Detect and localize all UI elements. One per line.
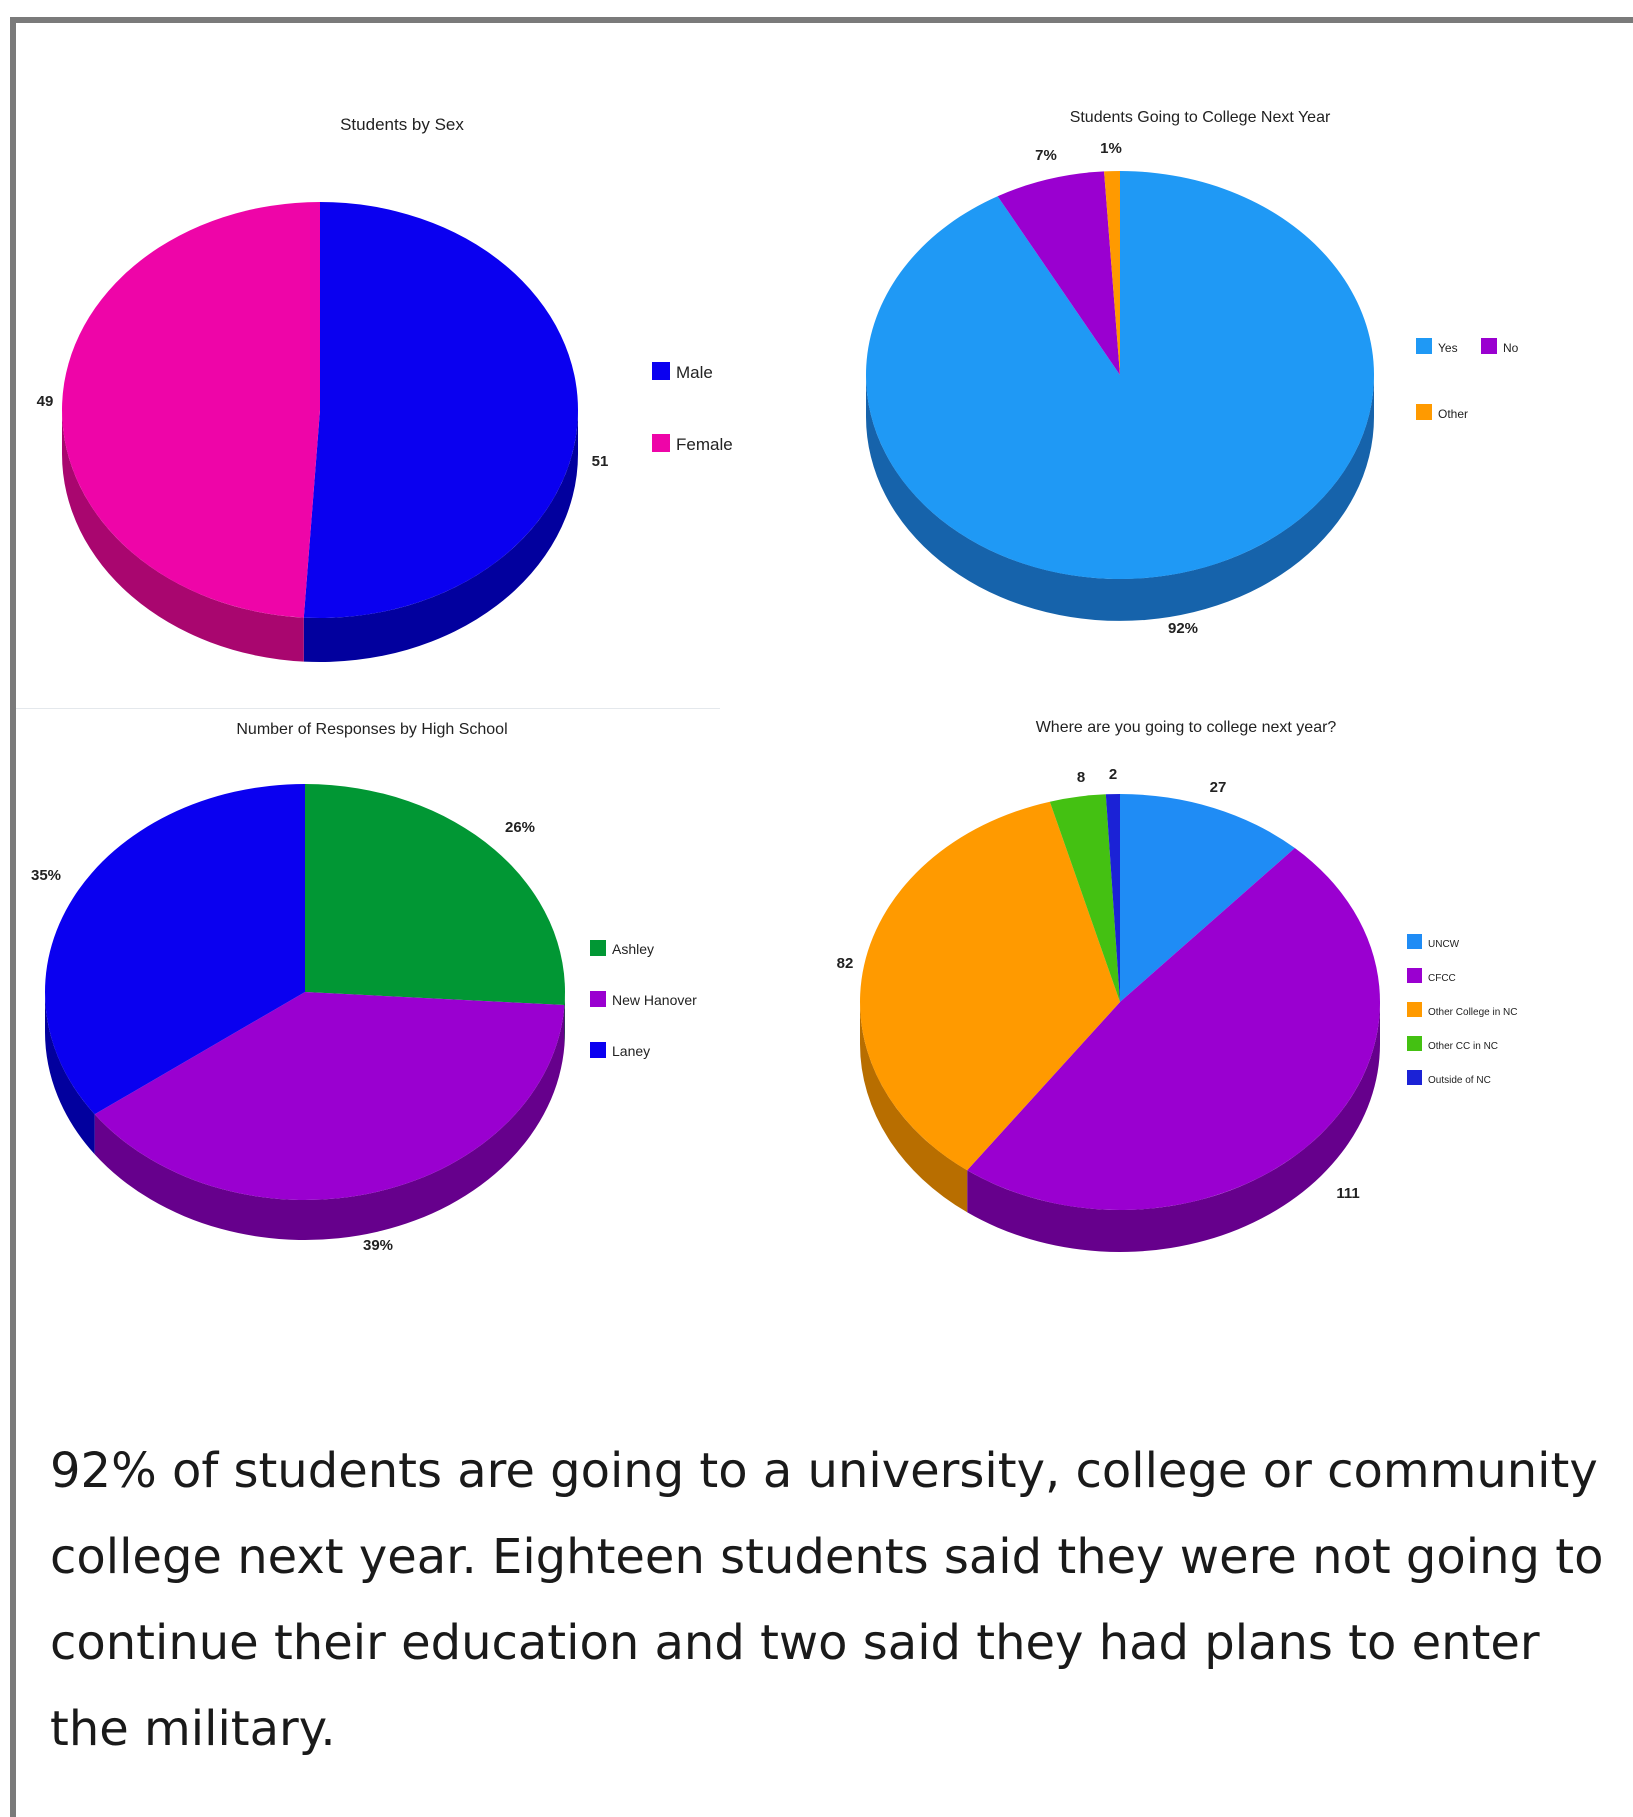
data-label-outside-of-nc: 2 [1109,766,1117,783]
chart-title: Where are you going to college next year… [1036,719,1337,736]
pie-slice-other-college-in-nc [859,801,1120,1171]
chart-legend: Male Female [652,362,733,454]
pie-side-new-hanover [94,1005,565,1240]
legend-swatch-other-cc-in-nc [1407,1036,1422,1051]
pie-side-laney [45,992,95,1155]
data-label-other-cc-in-nc: 8 [1077,769,1085,786]
pie-slice-uncw [1120,794,1295,1002]
pie-slice-outside-of-nc [1105,794,1120,1002]
pie-slice-laney [45,784,306,1115]
chart-legend: Yes No Other [1416,338,1519,421]
pie-slices [866,171,1374,579]
chart-where-going-to-college: Where are you going to college next year… [820,690,1620,1310]
chart-title: Students by Sex [340,115,464,134]
pie-sides [62,410,578,662]
chart-title: Number of Responses by High School [236,721,507,738]
data-label-new-hanover: 39% [363,1237,393,1254]
legend-swatch-cfcc [1407,968,1422,983]
legend-label-yes: Yes [1438,341,1458,355]
caption-line: college next year. Eighteen students sai… [50,1529,1604,1585]
data-label-other-college-in-nc: 82 [837,955,854,972]
summary-caption: 92% of students are going to a universit… [50,1428,1610,1772]
chart-svg: Where are you going to college next year… [837,719,1517,1252]
pie-sides [860,1002,1380,1252]
legend-swatch-female [652,434,670,452]
data-label-female: 49 [37,393,54,410]
pie-slice-cfcc [967,848,1381,1211]
frame-left-border [10,17,16,1817]
pie-slice-ashley [305,784,565,1006]
pie-slice-other-cc-in-nc [1049,794,1120,1002]
pie-side-other-college-in-nc [860,1002,968,1213]
legend-label-new-hanover: New Hanover [612,992,697,1008]
legend-label-other: Other [1438,407,1468,421]
legend-swatch-new-hanover [590,991,606,1007]
legend-swatch-other-college-in-nc [1407,1002,1422,1017]
pie-sides [45,992,565,1240]
data-label-other: 1% [1100,140,1122,157]
pie-side-cfcc [967,1002,1380,1252]
pie-side-female [62,410,304,662]
pie-slice-female [62,202,320,618]
chart-title: Students Going to College Next Year [1070,109,1331,126]
legend-swatch-laney [590,1042,606,1058]
legend-label-female: Female [676,435,733,454]
pie-slice-no [997,171,1120,375]
pie-side-male [303,410,578,662]
chart-going-to-college: Students Going to College Next Year 92% 7%… [820,80,1620,700]
data-label-uncw: 27 [1210,779,1227,796]
data-label-yes: 92% [1168,620,1198,637]
legend-swatch-yes [1416,338,1432,354]
legend-label-male: Male [676,363,713,382]
data-label-laney: 35% [31,867,61,884]
legend-swatch-uncw [1407,934,1422,949]
data-label-ashley: 26% [505,819,535,836]
pie-slices [859,794,1381,1211]
legend-label-cfcc: CFCC [1428,973,1456,984]
caption-line: the military. [50,1701,336,1757]
caption-line: 92% of students are going to a universit… [50,1443,1598,1499]
data-label-no: 7% [1035,147,1057,164]
pie-slices [62,202,579,618]
chart-responses-by-high-school: Number of Responses by High School 26% 39%… [0,690,800,1310]
chart-legend: Ashley New Hanover Laney [590,940,697,1059]
legend-swatch-male [652,362,670,380]
legend-swatch-no [1481,338,1497,354]
pie-slice-male [303,202,579,618]
pie-slices [45,784,565,1200]
chart-divider [16,708,720,709]
legend-label-ashley: Ashley [612,941,654,957]
legend-label-outside-of-nc: Outside of NC [1428,1075,1491,1086]
pie-slice-other [1104,171,1120,375]
legend-swatch-other [1416,404,1432,420]
pie-side-yes [866,375,1374,621]
pie-side-ashley [564,992,565,1046]
chart-legend: UNCW CFCC Other College in NC Other CC in N… [1407,934,1517,1086]
pie-sides [866,375,1374,621]
data-label-male: 51 [592,453,609,470]
chart-svg: Number of Responses by High School 26% 39%… [31,721,697,1254]
chart-svg: Students by Sex 51 49 Male Female [37,115,733,662]
legend-swatch-ashley [590,940,606,956]
legend-label-other-cc-in-nc: Other CC in NC [1428,1041,1498,1052]
legend-swatch-outside-of-nc [1407,1070,1422,1085]
legend-label-other-college-in-nc: Other College in NC [1428,1007,1517,1018]
legend-label-uncw: UNCW [1428,939,1460,950]
pie-slice-new-hanover [94,992,565,1200]
chart-students-by-sex: Students by Sex 51 49 Male Female [0,80,800,700]
chart-svg: Students Going to College Next Year 92% 7%… [866,109,1519,637]
caption-line: continue their education and two said th… [50,1615,1540,1671]
legend-label-laney: Laney [612,1043,650,1059]
legend-label-no: No [1503,341,1519,355]
frame-top-border [10,17,1633,23]
data-label-cfcc: 111 [1336,1185,1359,1202]
